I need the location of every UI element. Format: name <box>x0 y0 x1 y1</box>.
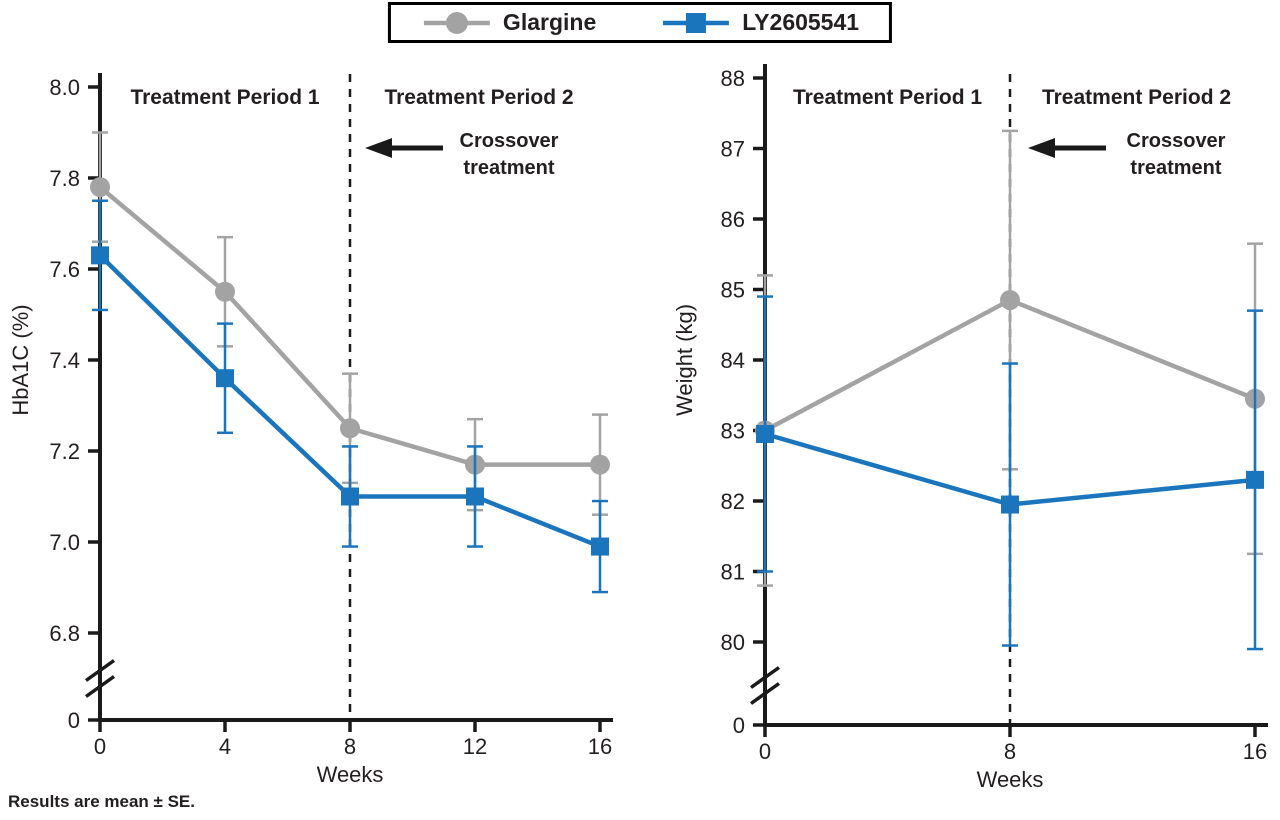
x-axis-title: Weeks <box>977 767 1044 792</box>
y-tick-label: 83 <box>721 419 745 444</box>
data-point-circle <box>340 418 360 439</box>
y-axis-title: HbA1C (%) <box>8 304 33 415</box>
x-tick-label: 0 <box>94 734 106 759</box>
y-tick-label: 6.8 <box>49 621 80 646</box>
crossover-label-line2: treatment <box>463 157 554 179</box>
legend-circle-marker <box>445 11 468 34</box>
treatment-period-2-label: Treatment Period 2 <box>384 86 573 109</box>
crossover-label-line1: Crossover <box>460 130 559 152</box>
y-tick-label: 86 <box>721 207 745 232</box>
legend-label-glargine: Glargine <box>502 9 597 35</box>
data-point-square <box>91 246 109 265</box>
y-axis-title: Weight (kg) <box>672 304 697 416</box>
legend-square-marker <box>686 12 707 33</box>
x-tick-label: 16 <box>588 734 612 759</box>
y-tick-label: 81 <box>721 560 745 585</box>
legend-item-glargine: Glargine <box>421 9 596 36</box>
y-tick-label: 84 <box>721 348 745 373</box>
x-tick-label: 4 <box>219 734 231 759</box>
data-point-square <box>1246 470 1264 489</box>
data-point-square <box>341 487 359 506</box>
y-tick-label: 82 <box>721 489 745 514</box>
glargine-line-circle-icon <box>423 11 490 34</box>
axis-break-slash <box>749 682 781 705</box>
weight-chart: 0 8 16 80 81 82 83 84 85 86 87 88 0 Treatment Period … <box>672 64 1268 792</box>
x-tick-label: 12 <box>463 734 487 759</box>
y-tick-label: 7.0 <box>49 530 80 555</box>
crossover-annotation: Crossover treatment <box>365 130 559 179</box>
axis-break-slash <box>84 675 116 698</box>
data-point-circle <box>590 454 610 475</box>
crossover-label-line2: treatment <box>1130 157 1221 179</box>
data-point-square <box>466 487 484 506</box>
crossover-arrow-head-icon <box>1028 138 1055 158</box>
y-tick-label: 7.4 <box>49 348 80 373</box>
treatment-period-2-label: Treatment Period 2 <box>1042 86 1231 109</box>
y-tick-label: 7.2 <box>49 439 80 464</box>
y-zero-label: 0 <box>68 708 80 733</box>
y-tick-label: 8.0 <box>49 75 80 100</box>
crossover-label-line1: Crossover <box>1127 130 1226 152</box>
x-tick-label: 0 <box>759 739 771 764</box>
crossover-arrow-head-icon <box>365 138 392 158</box>
data-point-square <box>1001 495 1019 514</box>
x-axis-title: Weeks <box>317 762 384 787</box>
data-point-circle <box>215 281 235 302</box>
y-tick-label: 85 <box>721 278 745 303</box>
hba1c-chart: 0 4 8 12 16 6.8 7.0 7.2 7.4 7.6 7.8 8.0 0 Treatment P… <box>8 73 613 787</box>
series-ly2605541 <box>91 199 609 594</box>
crossover-annotation: Crossover treatment <box>1028 130 1226 179</box>
data-point-square <box>216 369 234 388</box>
axes: 0 4 8 12 16 6.8 7.0 7.2 7.4 7.6 7.8 8.0 0 <box>49 73 613 759</box>
x-tick-label: 8 <box>344 734 356 759</box>
y-tick-label: 87 <box>721 137 745 162</box>
y-tick-label: 7.6 <box>49 257 80 282</box>
results-caption: Results are mean ± SE. <box>8 792 195 811</box>
legend-item-ly2605541: LY2605541 <box>660 9 859 36</box>
legend: Glargine LY2605541 <box>387 2 893 43</box>
y-zero-label: 0 <box>733 713 745 738</box>
treatment-period-1-label: Treatment Period 1 <box>130 86 319 109</box>
data-point-circle <box>90 177 110 198</box>
series-ly2605541 <box>756 295 1264 651</box>
data-point-circle <box>1000 290 1020 311</box>
x-tick-label: 8 <box>1004 739 1016 764</box>
data-point-square <box>591 537 609 556</box>
ly2605541-line-square-icon <box>663 12 730 33</box>
data-point-square <box>756 425 774 444</box>
axis-break-slash <box>84 659 116 682</box>
axis-break-slash <box>749 666 781 689</box>
y-tick-label: 7.8 <box>49 166 80 191</box>
x-tick-label: 16 <box>1243 739 1267 764</box>
treatment-period-1-label: Treatment Period 1 <box>793 86 982 109</box>
y-tick-label: 88 <box>721 66 745 91</box>
y-tick-label: 80 <box>721 630 745 655</box>
legend-label-ly2605541: LY2605541 <box>742 9 860 35</box>
